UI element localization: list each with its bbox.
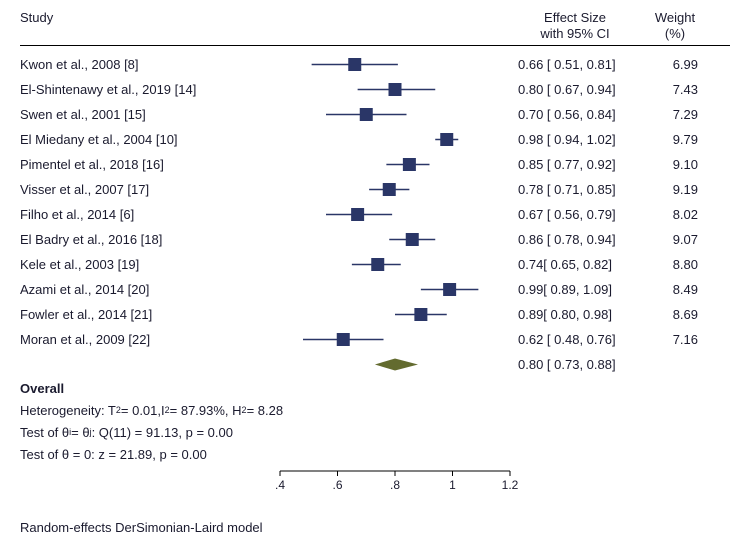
study-plot-cell <box>280 202 510 227</box>
overall-effect: 0.80 [ 0.73, 0.88] <box>510 357 640 372</box>
study-weight: 9.10 <box>640 157 710 172</box>
study-label: Filho et al., 2014 [6] <box>20 207 280 222</box>
svg-text:1.2: 1.2 <box>502 478 519 492</box>
study-effect: 0.67 [ 0.56, 0.79] <box>510 207 640 222</box>
study-row: El-Shintenawy et al., 2019 [14] 0.80 [ 0.… <box>20 77 730 102</box>
study-label: Visser et al., 2007 [17] <box>20 182 280 197</box>
study-plot-cell <box>280 127 510 152</box>
header-plot-spacer <box>280 10 510 41</box>
study-weight: 9.19 <box>640 182 710 197</box>
study-label: El Badry et al., 2016 [18] <box>20 232 280 247</box>
study-effect: 0.62 [ 0.48, 0.76] <box>510 332 640 347</box>
het-b: = 0.01,I <box>121 403 165 418</box>
studies-list: Kwon et al., 2008 [8] 0.66 [ 0.51, 0.81]6… <box>20 52 730 352</box>
study-weight: 8.69 <box>640 307 710 322</box>
footnote: Random-effects DerSimonian-Laird model <box>20 520 730 535</box>
theta-b: = θ <box>71 425 89 440</box>
study-plot-cell <box>280 227 510 252</box>
study-weight: 9.07 <box>640 232 710 247</box>
study-label: Fowler et al., 2014 [21] <box>20 307 280 322</box>
study-plot-cell <box>280 52 510 77</box>
study-weight: 7.16 <box>640 332 710 347</box>
theta0: Test of θ = 0: z = 21.89, p = 0.00 <box>20 447 207 462</box>
svg-text:1: 1 <box>449 478 456 492</box>
study-weight: 9.79 <box>640 132 710 147</box>
study-effect: 0.74[ 0.65, 0.82] <box>510 257 640 272</box>
study-effect: 0.85 [ 0.77, 0.92] <box>510 157 640 172</box>
header-effect: Effect Size with 95% CI <box>510 10 640 41</box>
study-effect: 0.98 [ 0.94, 1.02] <box>510 132 640 147</box>
study-row: Visser et al., 2007 [17] 0.78 [ 0.71, 0.8… <box>20 177 730 202</box>
study-label: El-Shintenawy et al., 2019 [14] <box>20 82 280 97</box>
het-c: = 87.93%, H <box>170 403 242 418</box>
overall-label-row: Overall <box>20 377 730 399</box>
study-plot-cell <box>280 77 510 102</box>
study-effect: 0.70 [ 0.56, 0.84] <box>510 107 640 122</box>
header-effect-line1: Effect Size <box>510 10 640 26</box>
study-row: Kwon et al., 2008 [8] 0.66 [ 0.51, 0.81]6… <box>20 52 730 77</box>
forest-plot-container: Study Effect Size with 95% CI Weight (%)… <box>0 0 750 522</box>
study-row: Moran et al., 2009 [22] 0.62 [ 0.48, 0.76… <box>20 327 730 352</box>
study-row: Swen et al., 2001 [15] 0.70 [ 0.56, 0.84]… <box>20 102 730 127</box>
study-plot-cell <box>280 102 510 127</box>
theta-test-row: Test of θi = θj: Q(11) = 91.13, p = 0.00 <box>20 421 730 443</box>
study-effect: 0.99[ 0.89, 1.09] <box>510 282 640 297</box>
study-weight: 8.80 <box>640 257 710 272</box>
study-label: Azami et al., 2014 [20] <box>20 282 280 297</box>
theta-a: Test of θ <box>20 425 69 440</box>
overall-plot-cell <box>280 352 510 377</box>
study-label: Pimentel et al., 2018 [16] <box>20 157 280 172</box>
study-effect: 0.66 [ 0.51, 0.81] <box>510 57 640 72</box>
study-plot-cell <box>280 302 510 327</box>
study-plot-cell <box>280 252 510 277</box>
header-weight-line2: (%) <box>640 26 710 42</box>
study-row: Azami et al., 2014 [20] 0.99[ 0.89, 1.09]… <box>20 277 730 302</box>
study-effect: 0.89[ 0.80, 0.98] <box>510 307 640 322</box>
svg-text:.8: .8 <box>390 478 400 492</box>
study-label: El Miedany et al., 2004 [10] <box>20 132 280 147</box>
study-weight: 7.29 <box>640 107 710 122</box>
het-a: Heterogeneity: T <box>20 403 116 418</box>
study-plot-cell <box>280 152 510 177</box>
study-row: Kele et al., 2003 [19] 0.74[ 0.65, 0.82]8… <box>20 252 730 277</box>
header-weight-line1: Weight <box>640 10 710 26</box>
study-weight: 8.02 <box>640 207 710 222</box>
header-effect-line2: with 95% CI <box>510 26 640 42</box>
study-row: Filho et al., 2014 [6] 0.67 [ 0.56, 0.79]… <box>20 202 730 227</box>
x-axis: .4.6.811.2 <box>280 465 510 498</box>
study-row: El Badry et al., 2016 [18] 0.86 [ 0.78, 0… <box>20 227 730 252</box>
study-label: Swen et al., 2001 [15] <box>20 107 280 122</box>
header-row: Study Effect Size with 95% CI Weight (%) <box>20 10 730 46</box>
study-effect: 0.86 [ 0.78, 0.94] <box>510 232 640 247</box>
study-label: Kele et al., 2003 [19] <box>20 257 280 272</box>
study-weight: 7.43 <box>640 82 710 97</box>
study-row: El Miedany et al., 2004 [10] 0.98 [ 0.94,… <box>20 127 730 152</box>
header-study: Study <box>20 10 280 41</box>
study-row: Pimentel et al., 2018 [16] 0.85 [ 0.77, 0… <box>20 152 730 177</box>
overall-row: 0.80 [ 0.73, 0.88] <box>20 352 730 377</box>
svg-text:.4: .4 <box>275 478 285 492</box>
study-weight: 8.49 <box>640 282 710 297</box>
study-plot-cell <box>280 327 510 352</box>
study-effect: 0.78 [ 0.71, 0.85] <box>510 182 640 197</box>
svg-text:.6: .6 <box>332 478 342 492</box>
het-d: = 8.28 <box>247 403 284 418</box>
theta-c: : Q(11) = 91.13, p = 0.00 <box>92 425 233 440</box>
study-plot-cell <box>280 277 510 302</box>
study-label: Moran et al., 2009 [22] <box>20 332 280 347</box>
study-effect: 0.80 [ 0.67, 0.94] <box>510 82 640 97</box>
study-row: Fowler et al., 2014 [21] 0.89[ 0.80, 0.98… <box>20 302 730 327</box>
header-weight: Weight (%) <box>640 10 710 41</box>
heterogeneity-row: Heterogeneity: T2 = 0.01,I2 = 87.93%, H2… <box>20 399 730 421</box>
overall-heading: Overall <box>20 381 64 396</box>
study-weight: 6.99 <box>640 57 710 72</box>
study-label: Kwon et al., 2008 [8] <box>20 57 280 72</box>
theta0-test-row: Test of θ = 0: z = 21.89, p = 0.00 <box>20 443 730 465</box>
study-plot-cell <box>280 177 510 202</box>
